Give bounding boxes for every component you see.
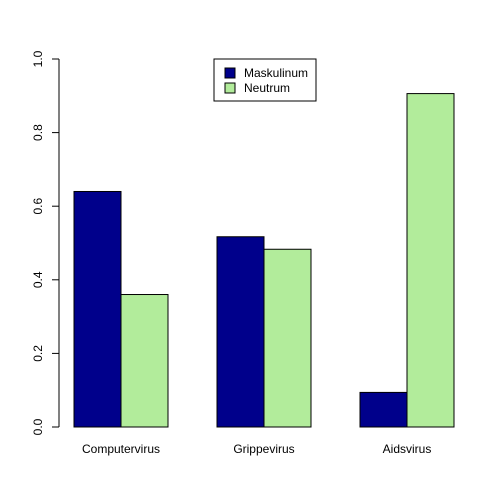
y-tick-label: 0.2 [31, 345, 45, 362]
bar-neutrum-grippevirus [263, 248, 312, 428]
bar-maskulinum-grippevirus [216, 236, 265, 428]
legend-swatch [224, 67, 236, 79]
y-tick-label: 1.0 [31, 50, 45, 67]
bar-neutrum-aidsvirus [406, 93, 455, 428]
y-tick-label: 0.4 [31, 271, 45, 288]
bar-maskulinum-computervirus [73, 190, 122, 428]
legend-swatch [224, 82, 236, 94]
bar-neutrum-computervirus [120, 294, 169, 428]
bars [73, 93, 455, 428]
y-axis: 0.0 0.2 0.4 0.6 0.8 1.0 [31, 50, 60, 435]
category-label: Computervirus [82, 442, 160, 456]
y-tick-label: 0.0 [31, 418, 45, 435]
y-tick-label: 0.8 [31, 124, 45, 141]
category-label: Grippevirus [233, 442, 294, 456]
category-labels: Computervirus Grippevirus Aidsvirus [82, 442, 431, 456]
legend-box [213, 58, 317, 102]
y-tick-label: 0.6 [31, 198, 45, 215]
legend-label: Maskulinum [244, 66, 308, 80]
category-label: Aidsvirus [383, 442, 432, 456]
bar-maskulinum-aidsvirus [359, 391, 408, 428]
legend-label: Neutrum [244, 81, 290, 95]
